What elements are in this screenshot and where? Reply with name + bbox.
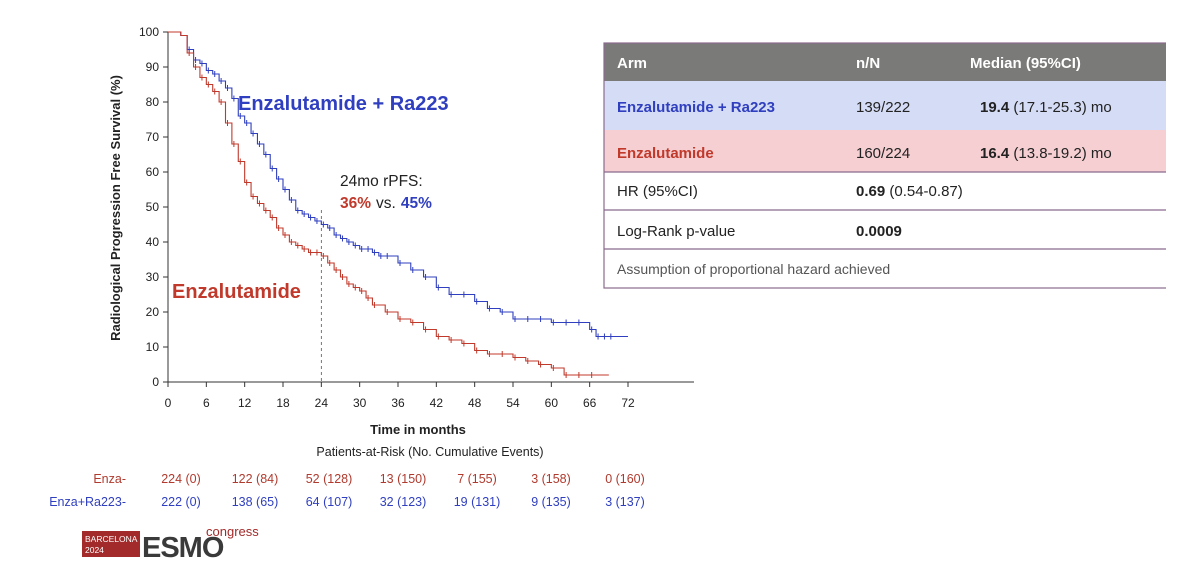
- y-tick-label: 90: [146, 60, 160, 74]
- annotation-rpfs-values: 36% vs. 45%: [340, 195, 432, 212]
- y-tick-label: 30: [146, 270, 160, 284]
- risk-cell: 64 (107): [306, 495, 353, 509]
- results-header-bg: [604, 43, 1167, 81]
- x-tick-label: 6: [203, 396, 210, 410]
- x-tick-label: 66: [583, 396, 597, 410]
- risk-cell: 7 (155): [457, 472, 497, 486]
- y-tick-label: 80: [146, 95, 160, 109]
- risk-cell: 3 (137): [605, 495, 645, 509]
- results-row-enza-bg: [604, 130, 1167, 172]
- y-tick-label: 20: [146, 305, 160, 319]
- risk-cell: 52 (128): [306, 472, 353, 486]
- results-hr-estimate: 0.69: [856, 183, 885, 200]
- results-table: Arm n/N Median (95%CI) Enzalutamide + Ra…: [603, 42, 1168, 289]
- y-tick-label: 10: [146, 340, 160, 354]
- x-tick-label: 18: [276, 396, 290, 410]
- risk-cell: 19 (131): [454, 495, 501, 509]
- results-header-median: Median (95%CI): [970, 55, 1081, 72]
- km-curve-combo: [168, 31, 628, 338]
- annotation-red-value: 36%: [340, 195, 371, 212]
- risk-cells: 224 (0) 122 (84) 52 (128) 13 (150) 7 (155) 3 …: [161, 472, 645, 509]
- x-tick-label: 48: [468, 396, 482, 410]
- logo-suffix: congress: [206, 524, 259, 539]
- results-row-combo-median: 19.4 (17.1-25.3) mo: [980, 99, 1112, 116]
- x-tick-label: 42: [430, 396, 444, 410]
- results-row-combo-median-value: 19.4: [980, 99, 1010, 116]
- x-tick-label: 60: [545, 396, 559, 410]
- x-tick-label: 12: [238, 396, 252, 410]
- results-hr-ci: (0.54-0.87): [885, 183, 963, 200]
- results-row-combo-bg: [604, 81, 1167, 130]
- y-tick-label: 0: [152, 375, 159, 389]
- x-tick-label: 54: [506, 396, 520, 410]
- results-row-enza-median-ci: (13.8-19.2) mo: [1009, 145, 1112, 162]
- risk-cell: 13 (150): [380, 472, 427, 486]
- risk-cell: 122 (84): [232, 472, 279, 486]
- km-curve-enza: [168, 31, 609, 376]
- y-tick-label: 70: [146, 130, 160, 144]
- results-logrank-label: Log-Rank p-value: [617, 223, 735, 240]
- y-tick-label: 40: [146, 235, 160, 249]
- risk-row-label-enza: Enza-: [93, 472, 126, 486]
- slide: 0 10 20 30 40 50 60 70 80 90 100 0 6 12 18 24 30 36 42 48 5…: [34, 0, 1168, 571]
- km-chart: 0 10 20 30 40 50 60 70 80 90 100 0 6 12 18 24 30 36 42 48 5…: [49, 25, 1168, 564]
- logo-year: 2024: [85, 545, 104, 555]
- x-tick-label: 30: [353, 396, 367, 410]
- risk-cell: 3 (158): [531, 472, 571, 486]
- logo-brand: ESMO: [142, 532, 224, 564]
- curve-label-combo: Enzalutamide + Ra223: [238, 93, 449, 115]
- results-row-enza-arm: Enzalutamide: [617, 145, 714, 162]
- risk-row-label-combo: Enza+Ra223-: [49, 495, 126, 509]
- y-tick-label: 100: [139, 25, 159, 39]
- results-header-arm: Arm: [617, 55, 647, 72]
- risk-cell: 224 (0): [161, 472, 201, 486]
- curve-label-enza: Enzalutamide: [172, 281, 301, 303]
- results-hr-label: HR (95%CI): [617, 183, 698, 200]
- risk-cell: 138 (65): [232, 495, 279, 509]
- x-ticks: 0 6 12 18 24 30 36 42 48 54 60 66 72: [165, 382, 635, 410]
- results-row-combo-nn: 139/222: [856, 99, 910, 116]
- y-tick-label: 60: [146, 165, 160, 179]
- x-tick-label: 72: [621, 396, 635, 410]
- results-row-combo-median-ci: (17.1-25.3) mo: [1009, 99, 1112, 116]
- survival-curves: [168, 31, 628, 378]
- results-hr-value: 0.69 (0.54-0.87): [856, 183, 963, 200]
- logo-badge: [82, 531, 140, 557]
- results-row-enza-median-value: 16.4: [980, 145, 1010, 162]
- annotation-blue-value: 45%: [401, 195, 432, 212]
- risk-table-title: Patients-at-Risk (No. Cumulative Events): [316, 445, 543, 459]
- results-table-rules: [603, 42, 1168, 289]
- annotation-separator: vs.: [376, 195, 396, 212]
- risk-cell: 9 (135): [531, 495, 571, 509]
- results-footnote: Assumption of proportional hazard achiev…: [617, 261, 890, 277]
- risk-cell: 222 (0): [161, 495, 201, 509]
- x-tick-label: 0: [165, 396, 172, 410]
- results-header-nn: n/N: [856, 55, 880, 72]
- x-tick-label: 36: [391, 396, 405, 410]
- results-row-enza-median: 16.4 (13.8-19.2) mo: [980, 145, 1112, 162]
- logo-city: BARCELONA: [85, 534, 138, 544]
- risk-cell: 0 (160): [605, 472, 645, 486]
- risk-cell: 32 (123): [380, 495, 427, 509]
- risk-table: Patients-at-Risk (No. Cumulative Events)…: [49, 445, 645, 509]
- y-axis-title: Radiological Progression Free Survival (…: [108, 75, 123, 341]
- annotation-rpfs-title: 24mo rPFS:: [340, 173, 423, 190]
- y-ticks: 0 10 20 30 40 50 60 70 80 90 100: [139, 25, 168, 389]
- results-row-combo-arm: Enzalutamide + Ra223: [617, 99, 775, 116]
- x-axis-title: Time in months: [370, 422, 466, 437]
- y-tick-label: 50: [146, 200, 160, 214]
- results-logrank-value: 0.0009: [856, 223, 902, 240]
- esmo-logo: BARCELONA 2024 ESMO congress: [82, 524, 259, 564]
- x-tick-label: 24: [315, 396, 329, 410]
- results-row-enza-nn: 160/224: [856, 145, 910, 162]
